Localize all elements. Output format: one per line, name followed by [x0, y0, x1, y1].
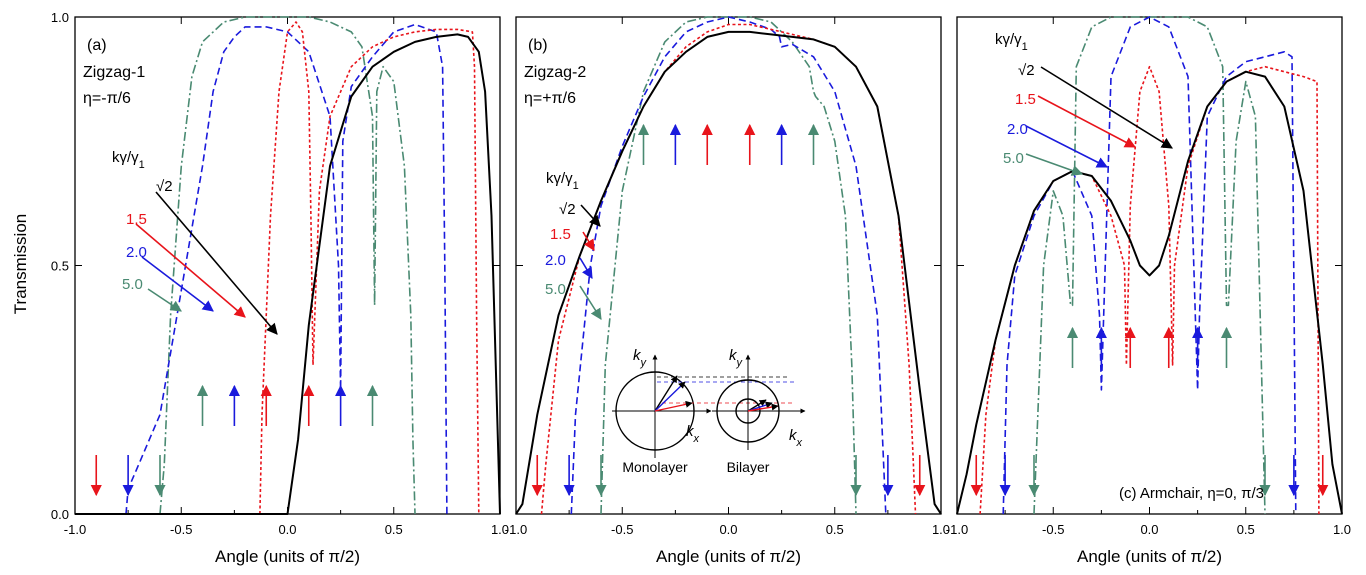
- panel-subtitle: Zigzag-1: [83, 64, 145, 81]
- x-tick-label: 0.0: [1140, 522, 1158, 537]
- x-axis-label: Angle (units of π/2): [656, 547, 801, 566]
- x-tick-label: 0.0: [719, 522, 737, 537]
- legend-label-green: 5.0: [122, 276, 143, 293]
- bilayer-diagram: ky kx Bilayer: [712, 347, 806, 475]
- monolayer-label: Monolayer: [622, 459, 688, 475]
- legend-label-blue: 2.0: [1007, 121, 1028, 138]
- series-line-green: [1033, 16, 1266, 515]
- panel-eta: η=-π/6: [83, 90, 131, 107]
- legend-label-blue: 2.0: [545, 252, 566, 269]
- legend-arrow-black: [155, 191, 278, 335]
- bilayer-label: Bilayer: [727, 459, 770, 475]
- legend-arrow-red: [582, 231, 595, 251]
- series-line-green: [159, 16, 416, 515]
- plot-frame: [515, 16, 942, 515]
- series-line-red: [540, 23, 917, 515]
- x-tick-label: -1.0: [946, 522, 968, 537]
- panel-b: -1.0 -0.5 0.0 0.5 1.0 Angle (units of π/2) (b)…: [505, 16, 950, 566]
- legend-header-sub: 1: [1022, 41, 1028, 53]
- panel-label: (a): [87, 37, 107, 54]
- series-line-blue: [1002, 16, 1297, 515]
- x-tick-label: 1.0: [1333, 522, 1351, 537]
- plot-frame: [74, 16, 501, 515]
- legend-label-green: 5.0: [545, 281, 566, 298]
- legend-arrow-green: [147, 288, 182, 312]
- x-tick-label: 0.5: [826, 522, 844, 537]
- legend-arrow-black: [580, 204, 601, 227]
- panels: -1.0 -0.5 0.0 0.5 1.0 0.0 0.5 1.0 Angle (units o…: [51, 10, 1351, 566]
- legend-arrow-green: [1025, 153, 1084, 176]
- panel-label: (b): [528, 37, 548, 54]
- inset-diagram: ky kx Monolayer ky kx Bilayer: [612, 347, 806, 475]
- legend-label-red: 1.5: [126, 211, 147, 228]
- legend-arrow-blue: [1025, 125, 1108, 168]
- legend-label-black: √2: [559, 201, 576, 218]
- ky-label-bi: ky: [729, 347, 744, 369]
- series-line-black: [75, 33, 501, 515]
- panel-c: -1.0 -0.5 0.0 0.5 1.0 Angle (units of π/2) (c)…: [946, 16, 1351, 566]
- series-line-red: [259, 21, 480, 515]
- panel-eta: η=+π/6: [524, 90, 576, 107]
- legend-label-red: 1.5: [1015, 91, 1036, 108]
- x-tick-label: 0.5: [1237, 522, 1255, 537]
- kx-label-mono: kx: [686, 423, 700, 445]
- panel-label: (c) Armchair, η=0, π/3: [1119, 485, 1264, 502]
- legend-arrow-red: [1037, 95, 1136, 148]
- series-line-blue: [570, 16, 887, 515]
- legend-label-black: √2: [1018, 62, 1035, 79]
- y-axis-label: Transmission: [11, 214, 30, 314]
- legend-arrow-green: [579, 285, 602, 320]
- legend-arrow-black: [1040, 66, 1173, 149]
- x-tick-label: -0.5: [611, 522, 633, 537]
- legend-label-black: √2: [156, 178, 173, 195]
- y-tick-label: 0.0: [51, 507, 69, 522]
- x-axis-label: Angle (units of π/2): [215, 547, 360, 566]
- ky-label-mono: ky: [633, 347, 648, 369]
- panel-a: -1.0 -0.5 0.0 0.5 1.0 0.0 0.5 1.0 Angle (units o…: [51, 10, 509, 566]
- kx-label-bi: kx: [789, 427, 803, 449]
- x-tick-label: 0.0: [278, 522, 296, 537]
- legend-header: kγ/γ1: [995, 31, 1028, 53]
- x-tick-label: -1.0: [505, 522, 527, 537]
- x-axis-label: Angle (units of π/2): [1077, 547, 1222, 566]
- y-tick-label: 1.0: [51, 10, 69, 25]
- x-tick-label: 1.0: [932, 522, 950, 537]
- legend-arrow-red: [135, 223, 246, 318]
- panel-subtitle: Zigzag-2: [524, 64, 586, 81]
- legend-header-sub: 1: [573, 180, 579, 192]
- legend-header-sub: 1: [139, 159, 145, 171]
- monolayer-diagram: ky kx Monolayer: [612, 347, 795, 475]
- legend-arrow-blue: [141, 256, 214, 312]
- series-line-black: [515, 30, 942, 515]
- legend-arrow-blue: [579, 257, 593, 279]
- x-tick-label: -1.0: [64, 522, 86, 537]
- series-line-blue: [125, 23, 448, 515]
- legend-label-green: 5.0: [1003, 150, 1024, 167]
- legend-header: kγ/γ1: [112, 149, 145, 171]
- series-line-green: [600, 16, 857, 515]
- series-line-black: [956, 70, 1343, 515]
- x-tick-label: 0.5: [385, 522, 403, 537]
- x-tick-label: -0.5: [170, 522, 192, 537]
- x-tick-label: -0.5: [1042, 522, 1064, 537]
- legend-header: kγ/γ1: [546, 170, 579, 192]
- legend-label-blue: 2.0: [126, 244, 147, 261]
- x-tick-label: 1.0: [491, 522, 509, 537]
- legend-label-red: 1.5: [550, 226, 571, 243]
- y-tick-label: 0.5: [51, 259, 69, 274]
